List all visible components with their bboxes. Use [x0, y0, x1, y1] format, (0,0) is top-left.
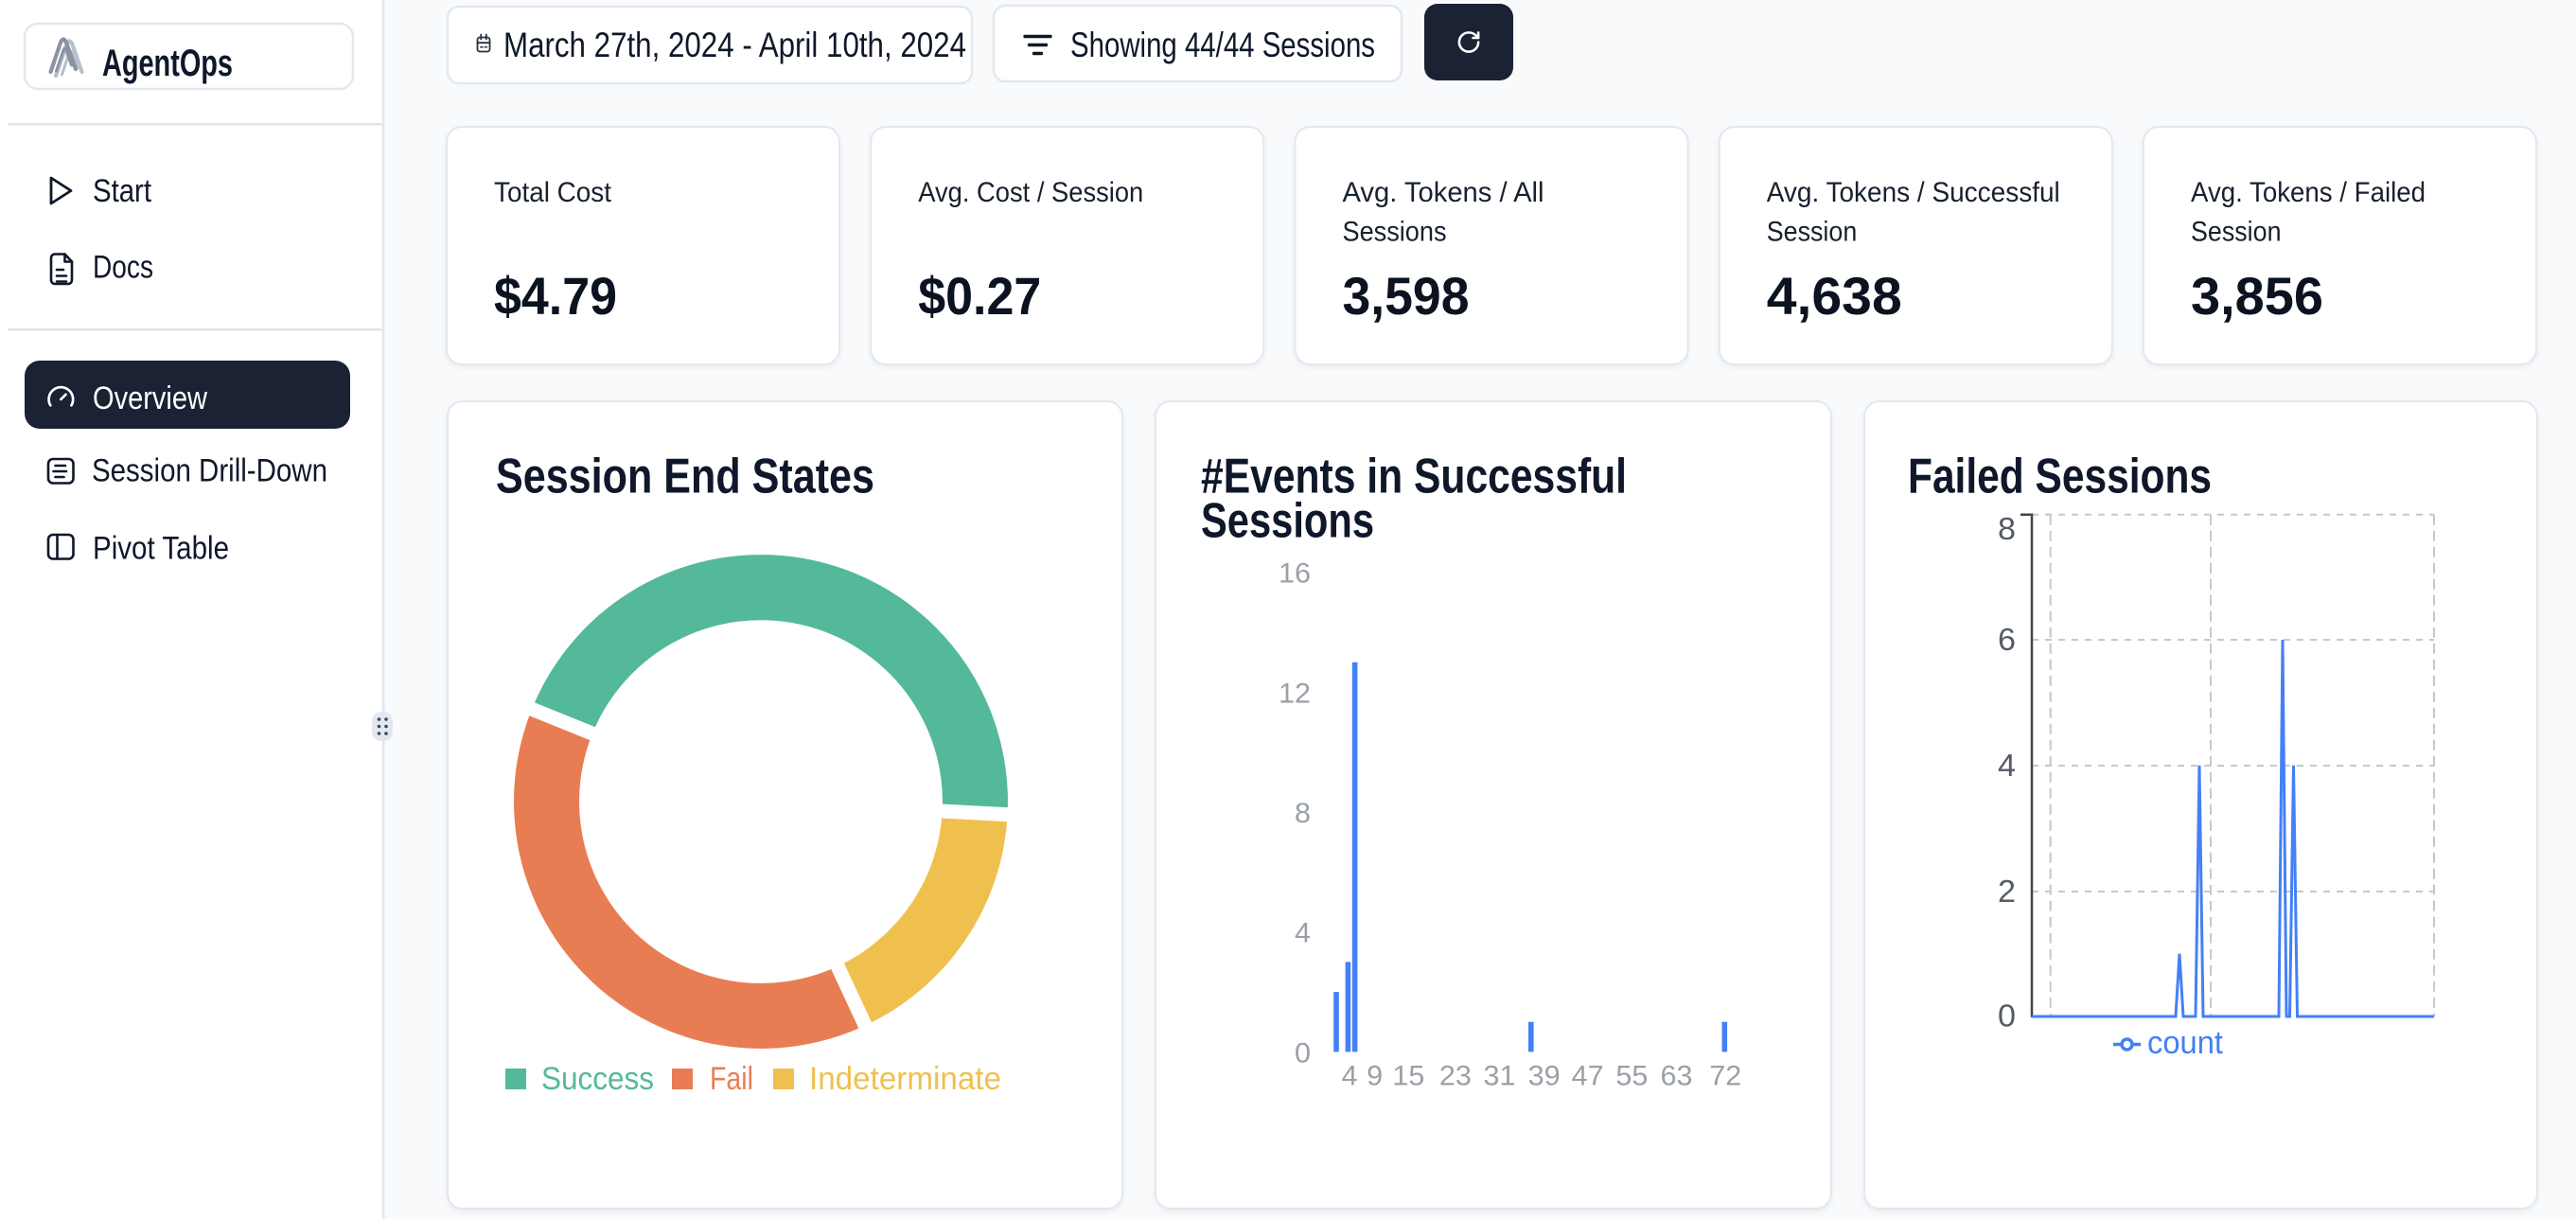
svg-text:2: 2: [1998, 874, 2016, 909]
svg-text:8: 8: [1295, 798, 1311, 829]
svg-text:Sessions: Sessions: [1201, 494, 1374, 549]
svg-text:15: 15: [1392, 1060, 1424, 1091]
svg-text:16: 16: [1279, 558, 1311, 590]
svg-text:Session Drill-Down: Session Drill-Down: [92, 453, 327, 489]
svg-text:#Events in Successful: #Events in Successful: [1201, 450, 1627, 504]
svg-text:Overview: Overview: [93, 380, 207, 416]
svg-text:Sessions: Sessions: [1343, 216, 1447, 247]
svg-text:47: 47: [1572, 1060, 1604, 1091]
svg-text:9: 9: [1367, 1060, 1383, 1091]
svg-text:23: 23: [1439, 1060, 1472, 1091]
svg-text:0: 0: [1998, 998, 2016, 1034]
svg-text:4: 4: [1998, 748, 2016, 783]
svg-text:4,638: 4,638: [1767, 266, 1902, 326]
svg-text:Avg. Tokens / All: Avg. Tokens / All: [1343, 177, 1544, 208]
svg-text:4: 4: [1295, 918, 1311, 949]
svg-text:Success: Success: [541, 1061, 654, 1097]
svg-text:63: 63: [1661, 1060, 1693, 1091]
svg-text:Total Cost: Total Cost: [494, 177, 612, 208]
svg-text:Indeterminate: Indeterminate: [809, 1061, 1001, 1097]
svg-text:6: 6: [1998, 622, 2016, 657]
svg-text:Avg. Cost / Session: Avg. Cost / Session: [918, 177, 1143, 208]
svg-text:AgentOps: AgentOps: [102, 43, 233, 84]
svg-text:31: 31: [1484, 1060, 1516, 1091]
svg-text:4: 4: [1342, 1060, 1358, 1091]
svg-text:March 27th, 2024 - April 10th,: March 27th, 2024 - April 10th, 2024: [503, 26, 966, 64]
svg-text:12: 12: [1279, 678, 1311, 709]
svg-text:Session End States: Session End States: [496, 450, 874, 504]
svg-text:0: 0: [1295, 1037, 1311, 1069]
svg-text:72: 72: [1709, 1060, 1741, 1091]
svg-text:3,598: 3,598: [1343, 266, 1470, 326]
svg-text:$4.79: $4.79: [494, 266, 617, 326]
svg-text:Pivot Table: Pivot Table: [93, 531, 229, 567]
svg-text:Start: Start: [93, 173, 151, 209]
svg-text:Docs: Docs: [93, 250, 153, 286]
svg-text:Session: Session: [2191, 216, 2282, 247]
svg-text:count: count: [2147, 1025, 2224, 1061]
svg-text:3,856: 3,856: [2191, 266, 2323, 326]
svg-text:39: 39: [1528, 1060, 1561, 1091]
svg-text:$0.27: $0.27: [918, 266, 1041, 326]
svg-text:Failed Sessions: Failed Sessions: [1908, 450, 2212, 504]
svg-text:Session: Session: [1767, 216, 1858, 247]
svg-text:55: 55: [1615, 1060, 1648, 1091]
svg-text:8: 8: [1998, 511, 2016, 546]
svg-text:Fail: Fail: [710, 1061, 753, 1097]
svg-text:Showing 44/44 Sessions: Showing 44/44 Sessions: [1070, 26, 1375, 64]
svg-text:Avg. Tokens / Successful: Avg. Tokens / Successful: [1767, 177, 2060, 208]
svg-text:Avg. Tokens / Failed: Avg. Tokens / Failed: [2191, 177, 2426, 208]
